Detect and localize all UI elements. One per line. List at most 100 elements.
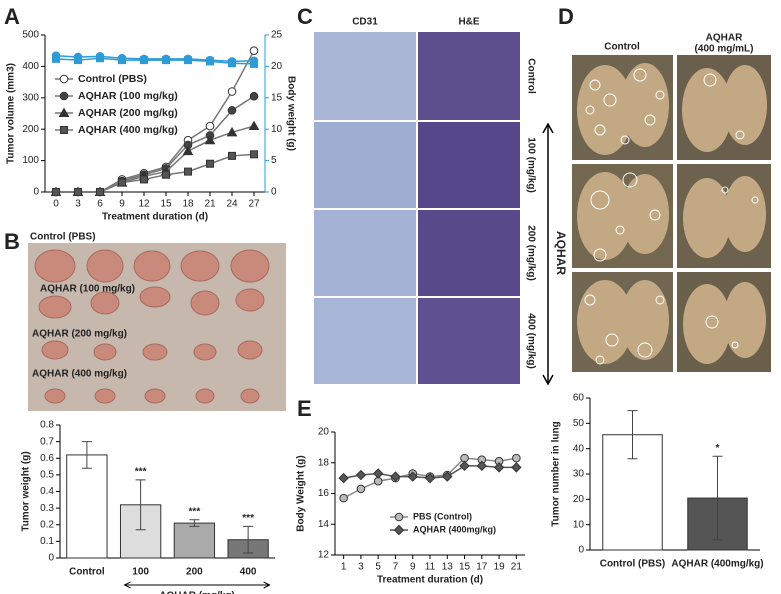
marker <box>74 56 82 65</box>
marker <box>162 170 170 179</box>
marker <box>459 460 470 472</box>
x-tick-label: 24 <box>226 199 238 210</box>
bar <box>173 522 216 559</box>
significance: *** <box>189 506 201 517</box>
marker <box>118 178 126 187</box>
marker <box>60 126 68 134</box>
column-label: CD31 <box>352 17 378 28</box>
y-tick-label: 40 <box>573 443 585 454</box>
panel-label: E <box>297 396 312 421</box>
marker <box>52 188 60 196</box>
error-bar <box>243 525 254 554</box>
x-tick-label: 9 <box>119 199 125 210</box>
row-label: 400 (mg/kg) <box>525 313 536 369</box>
tumor-photo <box>28 243 286 411</box>
x-tick-label: Control <box>69 567 105 578</box>
y2-tick-label: 0 <box>271 187 277 198</box>
marker <box>394 512 404 522</box>
legend-label: Control (PBS) <box>78 73 147 85</box>
y-axis-title: Tumor number in lung <box>551 421 562 526</box>
x-tick-label: 7 <box>393 562 399 573</box>
x-tick-label: 9 <box>410 562 416 573</box>
y-tick-label: 0 <box>33 187 39 198</box>
marker <box>59 74 69 84</box>
marker <box>249 91 259 101</box>
y-axis-title: Body Weight (g) <box>296 455 307 531</box>
x-tick-label: 17 <box>476 562 488 573</box>
marker <box>226 126 238 137</box>
panel-label: D <box>558 4 574 29</box>
x-tick-label: 21 <box>511 562 523 573</box>
x-axis-title: Treatment duration (d) <box>377 575 483 586</box>
y-tick-label: 20 <box>318 427 330 438</box>
marker <box>250 150 258 159</box>
x-axis-arrow <box>123 581 271 589</box>
x-tick-label: 100 <box>132 567 149 578</box>
y-tick-label: 16 <box>318 488 330 499</box>
marker <box>58 107 70 117</box>
y-tick-label: 500 <box>22 30 39 41</box>
y2-axis-title: Body weight (g) <box>285 76 296 151</box>
marker <box>228 151 236 160</box>
marker <box>140 175 148 184</box>
y2-tick-label: 20 <box>271 61 283 72</box>
marker <box>249 46 259 56</box>
marker <box>228 59 236 68</box>
marker <box>493 462 505 473</box>
series-line <box>55 54 255 63</box>
x-tick-label: 19 <box>494 562 506 573</box>
marker <box>227 106 237 115</box>
marker <box>96 54 104 63</box>
error-bar <box>135 479 146 531</box>
significance: *** <box>242 513 254 524</box>
marker <box>59 91 69 101</box>
x-tick-label: 0 <box>53 199 59 210</box>
marker <box>52 54 60 63</box>
legend-label: AQHAR (200 mg/kg) <box>78 107 178 119</box>
series-line <box>55 57 255 65</box>
legend-label: AQHAR (400 mg/kg) <box>78 124 178 136</box>
y-tick-label: 0.4 <box>40 486 54 497</box>
marker <box>355 469 367 481</box>
error-bar <box>81 441 92 469</box>
x-tick-label: 200 <box>186 567 203 578</box>
photo-label: AQHAR (100 mg/kg) <box>40 284 135 295</box>
y-tick-label: 0.7 <box>40 436 54 447</box>
y-tick-label: 0.3 <box>40 503 54 514</box>
x-tick-label: 6 <box>97 199 103 210</box>
error-bar <box>189 519 200 527</box>
series-line <box>56 153 255 193</box>
marker <box>338 472 349 484</box>
marker <box>339 493 348 503</box>
x-axis-title: Treatment duration (d) <box>102 212 208 223</box>
y-axis-title: Tumor volume (mm3) <box>6 63 17 164</box>
marker <box>356 484 366 494</box>
y-tick-label: 60 <box>573 393 585 404</box>
y2-tick-label: 5 <box>271 155 277 166</box>
marker <box>390 471 401 482</box>
marker <box>227 87 237 96</box>
marker <box>442 471 453 482</box>
x-tick-label: 15 <box>160 199 172 210</box>
y-tick-label: 30 <box>573 469 585 480</box>
y2-tick-label: 15 <box>271 92 283 103</box>
y-tick-label: 400 <box>22 61 39 72</box>
group-label: AQHAR <box>554 231 568 275</box>
marker <box>162 56 170 65</box>
marker <box>476 460 488 472</box>
marker <box>512 453 521 463</box>
photo-label: Control (PBS) <box>30 232 96 243</box>
significance: * <box>716 443 720 454</box>
marker <box>184 56 192 65</box>
y-tick-label: 14 <box>318 519 330 530</box>
panel-label: B <box>4 229 20 254</box>
x-tick-label: 3 <box>75 199 81 210</box>
y-tick-label: 0.5 <box>40 470 54 481</box>
column-label: H&E <box>458 17 479 28</box>
marker <box>206 57 214 66</box>
column-label: AQHAR <box>706 33 743 44</box>
y-axis-title: Tumor weight (g) <box>21 451 32 531</box>
marker <box>393 524 405 536</box>
y2-tick-label: 10 <box>271 124 283 135</box>
